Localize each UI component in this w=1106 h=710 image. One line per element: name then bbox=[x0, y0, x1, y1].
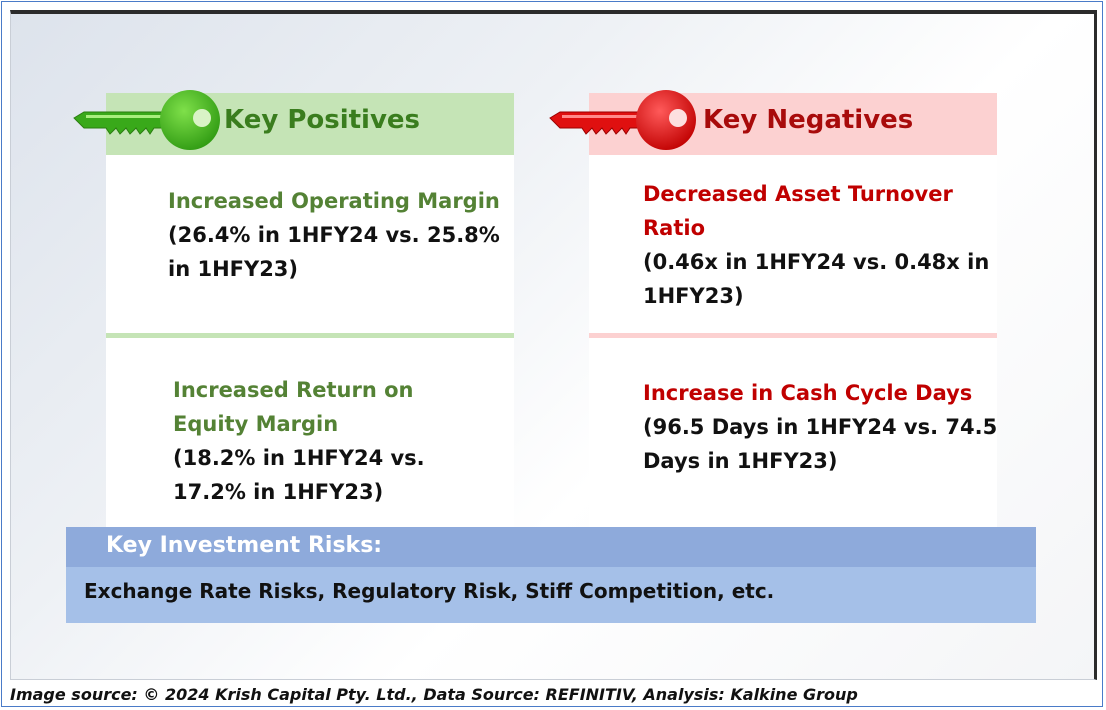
negatives-separator bbox=[589, 333, 997, 338]
image-source-caption: Image source: © 2024 Krish Capital Pty. … bbox=[10, 685, 858, 704]
positives-title: Key Positives bbox=[224, 105, 421, 135]
positives-card-2 bbox=[106, 338, 514, 527]
negative-item-2-detail: (96.5 Days in 1HFY24 vs. 74.5 Days in 1H… bbox=[643, 415, 998, 473]
positive-item-1-detail: (26.4% in 1HFY24 vs. 25.8% in 1HFY23) bbox=[168, 223, 500, 281]
negative-item-2-title: Increase in Cash Cycle Days bbox=[643, 381, 973, 405]
risks-heading: Key Investment Risks: bbox=[106, 533, 383, 558]
green-key-icon bbox=[73, 90, 220, 150]
red-key-icon bbox=[549, 90, 696, 150]
risks-body: Exchange Rate Risks, Regulatory Risk, St… bbox=[66, 567, 1036, 623]
positive-item-2-title: Increased Return on Equity Margin bbox=[173, 378, 414, 436]
negative-item-1-title: Decreased Asset Turnover Ratio bbox=[643, 182, 953, 240]
negative-item-1-detail: (0.46x in 1HFY24 vs. 0.48x in 1HFY23) bbox=[643, 250, 990, 308]
negatives-card-2 bbox=[589, 338, 997, 527]
positive-item-2-detail: (18.2% in 1HFY24 vs. 17.2% in 1HFY23) bbox=[173, 446, 425, 504]
positives-separator bbox=[106, 333, 514, 338]
positives-card-1 bbox=[106, 155, 514, 333]
negatives-title: Key Negatives bbox=[703, 105, 914, 135]
positive-item-1-title: Increased Operating Margin bbox=[168, 189, 500, 213]
risks-text: Exchange Rate Risks, Regulatory Risk, St… bbox=[84, 579, 775, 603]
risks-header: Key Investment Risks: bbox=[66, 527, 1036, 567]
negatives-card-1 bbox=[589, 155, 997, 333]
